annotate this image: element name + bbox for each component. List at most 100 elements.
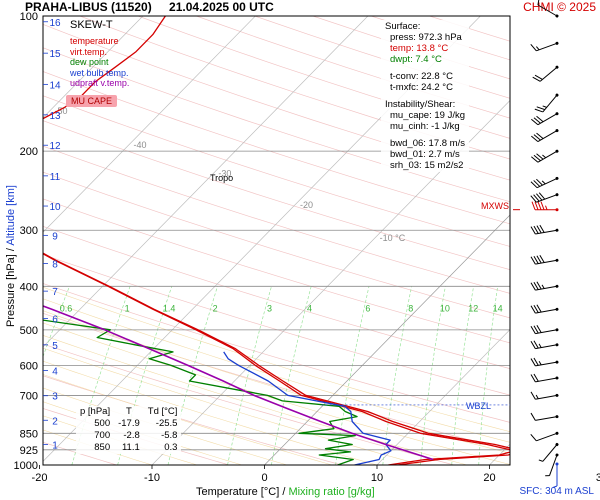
table-cell: 850: [94, 442, 111, 453]
legend-item-dew-point: dew point: [70, 57, 109, 67]
wind-barb-dot: [555, 65, 559, 69]
pressure-tick-label: 600: [20, 360, 38, 372]
wind-barb-stem: [535, 329, 558, 335]
wind-barb-flag: [536, 324, 542, 333]
wind-barb-half: [535, 46, 540, 51]
wind-barb-stem: [539, 66, 558, 82]
pressure-tick-label: 500: [20, 325, 38, 337]
table-cell: 0.3: [164, 442, 178, 453]
wind-barb-flag: [530, 226, 536, 235]
table-cell: -17.9: [118, 418, 140, 429]
wind-barb-dot: [555, 176, 559, 180]
wind-barb: [530, 176, 559, 189]
wind-barb-flag: [536, 193, 543, 201]
wind-barb: [537, 0, 559, 18]
mixing-ratio-line: [584, 286, 592, 465]
wind-barb-flag: [530, 282, 536, 291]
wind-barb-dot: [555, 284, 559, 288]
wind-barb-dot: [555, 228, 559, 232]
dry-adiabat: [43, 254, 510, 396]
wind-barb-stem: [537, 150, 558, 163]
series-line-virt-temp: [43, 252, 510, 465]
dry-adiabat: [43, 47, 510, 203]
wind-barb-flag: [533, 373, 539, 382]
wind-barb-dot: [555, 462, 559, 466]
wind-barb-flag: [533, 357, 539, 366]
wind-barb-flag: [530, 44, 537, 52]
surface-elevation-label: SFC: 304 m ASL: [519, 486, 594, 497]
wind-barb: [532, 65, 559, 82]
altitude-tick-label: 6: [52, 315, 58, 326]
wind-barb-stem: [542, 444, 558, 462]
wind-barb-stem: [537, 4, 558, 17]
table-header-cell: Td [°C]: [147, 406, 178, 417]
mixing-ratio-label: 6: [365, 303, 370, 313]
moist-adiabat: [43, 429, 153, 465]
wind-barb-half: [535, 394, 539, 399]
table-header-row: p [hPa] T Td [°C]: [76, 406, 181, 418]
wind-barb-flag: [536, 304, 542, 313]
pressure-tick-label: 700: [20, 390, 38, 402]
mixing-ratio-label: 8: [408, 303, 413, 313]
wind-barb: [530, 357, 559, 367]
temperature-tick-label: 0: [261, 472, 267, 484]
wind-barb-flag: [530, 391, 536, 400]
isotherm-label: -40: [134, 140, 147, 150]
wind-barb-flag: [539, 254, 545, 263]
mixing-ratio-line: [513, 286, 529, 465]
mixing-ratio-label: 14: [493, 303, 503, 313]
surface-title: Surface:: [385, 21, 421, 32]
altitude-tick-label: 2: [52, 416, 58, 427]
wind-barb-dot: [555, 112, 559, 116]
wind-barb-flag: [530, 434, 537, 442]
pressure-tick-label: 925: [20, 445, 38, 457]
dry-adiabat: [43, 71, 510, 225]
altitude-tick-label: 3: [52, 392, 58, 403]
wind-barb-flag: [534, 201, 539, 210]
mixing-ratio-line: [227, 286, 272, 465]
table-cell: 500: [94, 418, 111, 429]
wind-barb-half: [538, 459, 544, 462]
datetime: 21.04.2025 00 UTC: [169, 0, 274, 14]
mixing-ratio-label: 2: [213, 303, 218, 313]
wind-barb: [531, 129, 559, 143]
wind-barb-stem: [549, 454, 558, 476]
wind-barb-stem: [535, 344, 558, 350]
mixing-ratio-label: 25: [587, 303, 597, 313]
wind-barb-flag: [530, 412, 536, 421]
table-cell: -25.5: [155, 418, 178, 429]
surface-dwpt: dwpt: 7.4 °C: [390, 54, 442, 65]
dry-adiabat: [43, 120, 510, 271]
y-axis-altitude-label: Altitude [km]: [5, 185, 17, 246]
wind-barb: [530, 340, 559, 350]
x-axis-mixing-label: Mixing ratio [g/kg]: [288, 486, 375, 498]
isotherm-line: [376, 329, 510, 465]
wind-barb: [530, 224, 559, 235]
wind-barb: [530, 304, 559, 314]
dry-adiabat: [43, 95, 510, 247]
series-line-dew-point: [43, 319, 358, 465]
wind-barb-dot: [555, 208, 559, 212]
wind-barb-flag: [530, 195, 537, 203]
mixing-ratio-label: 0.6: [60, 303, 73, 313]
table-header-cell: p [hPa]: [80, 406, 111, 417]
wind-barb-dot: [555, 376, 559, 380]
dry-adiabat: [0, 16, 4, 465]
dry-adiabat: [79, 16, 510, 160]
altitude-tick-label: 8: [52, 260, 58, 271]
wind-barb-flag: [530, 256, 536, 265]
wind-barb-stem: [535, 229, 558, 235]
wind-barb-flag: [533, 281, 539, 290]
wind-barb-stem: [537, 113, 558, 126]
wind-barb-dot: [555, 258, 559, 262]
wind-barb-flag: [537, 201, 542, 210]
wind-barb-stem: [536, 194, 558, 203]
wind-barb-flag: [533, 117, 541, 124]
wind-barb-flag: [536, 178, 543, 186]
wind-barb-flag: [530, 326, 536, 334]
table-row: 500 -17.9 -25.5: [76, 418, 181, 430]
pressure-tick-label: 200: [20, 146, 38, 158]
wind-barb-dot: [555, 443, 559, 446]
y-axis-separator: /: [5, 248, 17, 252]
mixing-ratio-label: 12: [468, 303, 478, 313]
